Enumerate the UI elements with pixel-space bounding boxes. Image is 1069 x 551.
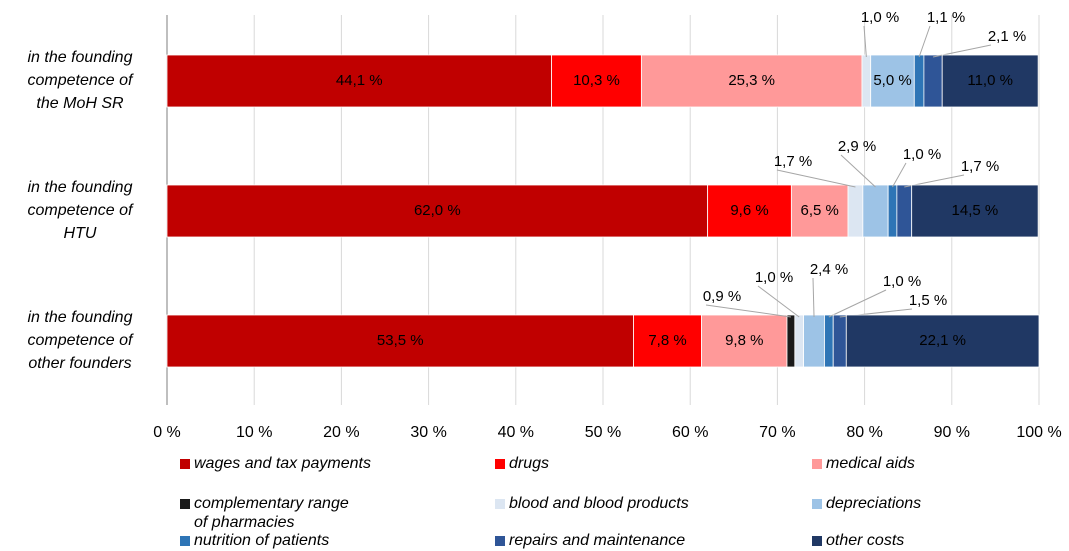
- value-label: 22,1 %: [919, 332, 966, 349]
- legend-label: other costs: [826, 532, 904, 549]
- value-label: 0,9 %: [703, 288, 741, 305]
- bar-segment: [640, 54, 863, 108]
- x-tick-label: 30 %: [410, 424, 446, 441]
- value-label: 1,5 %: [909, 292, 947, 309]
- bar-segment: [832, 314, 847, 368]
- leader-line: [863, 25, 867, 58]
- value-label: 53,5 %: [377, 332, 424, 349]
- bar-segment: [862, 184, 889, 238]
- bar-segment: [941, 54, 1039, 108]
- category-label: in the founding competence of other founde…: [28, 309, 135, 372]
- x-tick-label: 80 %: [846, 424, 882, 441]
- leader-line: [705, 304, 791, 318]
- x-tick-label: 90 %: [934, 424, 970, 441]
- leader-line: [757, 285, 800, 318]
- value-label: 5,0 %: [873, 72, 911, 89]
- value-label: 1,7 %: [774, 153, 812, 170]
- bar-segment: [786, 314, 796, 368]
- bar-segment: [887, 184, 898, 238]
- bar-segment: [847, 184, 864, 238]
- value-label: 44,1 %: [336, 72, 383, 89]
- bar-segment: [707, 184, 792, 238]
- bar-segment: [551, 54, 642, 108]
- bar-segment: [633, 314, 702, 368]
- value-label: 1,0 %: [755, 269, 793, 286]
- value-label: 1,1 %: [927, 9, 965, 26]
- value-label: 7,8 %: [648, 332, 686, 349]
- leader-line: [812, 277, 815, 318]
- bar-segment: [870, 54, 915, 108]
- category-label: in the founding competence of the MoH SR: [28, 49, 135, 112]
- legend-label: nutrition of patients: [194, 532, 329, 549]
- legend-swatch: [812, 499, 822, 509]
- value-label: 2,1 %: [988, 28, 1026, 45]
- x-tick-label: 100 %: [1016, 424, 1061, 441]
- legend-label: depreciations: [826, 495, 921, 512]
- bar-segment: [845, 314, 1040, 368]
- leader-line: [840, 154, 876, 188]
- x-tick-label: 20 %: [323, 424, 359, 441]
- bar-segment: [166, 184, 709, 238]
- legend-swatch: [495, 459, 505, 469]
- value-label: 1,7 %: [961, 158, 999, 175]
- value-label: 2,9 %: [838, 138, 876, 155]
- bar-segment: [861, 54, 872, 108]
- value-label: 11,0 %: [967, 72, 1013, 89]
- x-tick-label: 10 %: [236, 424, 272, 441]
- value-label: 1,0 %: [903, 146, 941, 163]
- bar-segment: [913, 54, 925, 108]
- value-label: 25,3 %: [728, 72, 775, 89]
- legend-label: wages and tax payments: [194, 455, 371, 472]
- category-label: in the founding competence of HTU: [28, 179, 135, 242]
- value-label: 1,0 %: [883, 273, 921, 290]
- x-tick-label: 0 %: [153, 424, 181, 441]
- legend-swatch: [180, 536, 190, 546]
- value-label: 9,6 %: [730, 202, 768, 219]
- legend-swatch: [180, 459, 190, 469]
- legend-label: drugs: [509, 455, 549, 472]
- leader-line: [918, 25, 931, 58]
- legend-swatch: [812, 536, 822, 546]
- value-label: 14,5 %: [952, 202, 999, 219]
- legend-label: repairs and maintenance: [509, 532, 685, 549]
- leader-line: [776, 169, 856, 188]
- legend-label: blood and blood products: [509, 495, 689, 512]
- leader-line: [892, 162, 907, 188]
- legend-swatch: [180, 499, 190, 509]
- legend-label: medical aids: [826, 455, 915, 472]
- legend-label: complementary range of pharmacies: [194, 495, 349, 531]
- bar-segment: [701, 314, 788, 368]
- value-label: 1,0 %: [861, 9, 899, 26]
- x-tick-label: 70 %: [759, 424, 795, 441]
- bar-segment: [824, 314, 834, 368]
- x-tick-label: 60 %: [672, 424, 708, 441]
- leader-line: [828, 289, 887, 318]
- bar-segment: [803, 314, 825, 368]
- legend-swatch: [495, 499, 505, 509]
- value-label: 2,4 %: [810, 261, 848, 278]
- bar-segment: [896, 184, 913, 238]
- value-label: 6,5 %: [801, 202, 839, 219]
- legend-swatch: [495, 536, 505, 546]
- bar-segment: [794, 314, 804, 368]
- x-tick-label: 40 %: [498, 424, 534, 441]
- value-label: 10,3 %: [573, 72, 620, 89]
- x-tick-label: 50 %: [585, 424, 621, 441]
- bar-segment: [923, 54, 943, 108]
- bar-segment: [166, 314, 634, 368]
- bar-segment: [911, 184, 1039, 238]
- legend-swatch: [812, 459, 822, 469]
- bar-segment: [166, 54, 552, 108]
- value-label: 62,0 %: [414, 202, 461, 219]
- value-label: 9,8 %: [725, 332, 763, 349]
